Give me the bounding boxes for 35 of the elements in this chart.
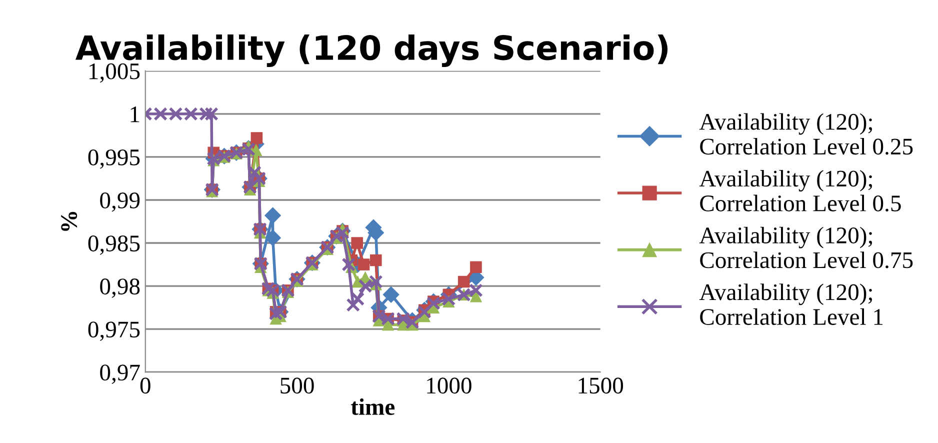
point	[351, 237, 363, 249]
x-axis-title: time	[350, 398, 395, 416]
point	[248, 165, 262, 180]
point	[370, 254, 382, 266]
point	[250, 132, 263, 144]
x-tick-label: 500	[280, 378, 314, 394]
y-tick-label: 0,99	[100, 192, 140, 212]
legend-label: Availability (120); Correlation Level 0.75	[699, 226, 913, 268]
y-tick-label: 0,985	[88, 236, 140, 255]
point	[268, 306, 283, 321]
point	[264, 207, 281, 224]
point	[458, 276, 470, 288]
y-tick-label: 0,975	[88, 322, 140, 341]
point	[358, 258, 370, 270]
legend-label: Availability (120); Correlation Level 0.25	[699, 113, 913, 155]
point	[382, 286, 400, 303]
x-tick-label: 0	[140, 378, 150, 394]
x-tick-label: 1500	[578, 378, 624, 394]
x-tick-label: 1000	[427, 378, 472, 394]
legend-label: Availability (120); Correlation Level 0.5	[699, 170, 901, 212]
point	[264, 230, 281, 246]
point	[442, 292, 456, 306]
point	[426, 296, 440, 310]
point	[470, 261, 482, 274]
y-tick-label: 0,97	[100, 364, 140, 384]
legend-label: Availability (120); Correlation Level 1	[699, 284, 883, 325]
y-tick-label: 0,98	[100, 278, 140, 298]
point	[204, 106, 218, 121]
y-tick-label: 1	[130, 106, 140, 122]
y-tick-label: 0,995	[88, 149, 140, 169]
point	[346, 298, 360, 312]
point	[336, 226, 350, 240]
y-axis-title: %	[61, 212, 78, 231]
point	[342, 258, 356, 272]
point	[417, 304, 432, 319]
